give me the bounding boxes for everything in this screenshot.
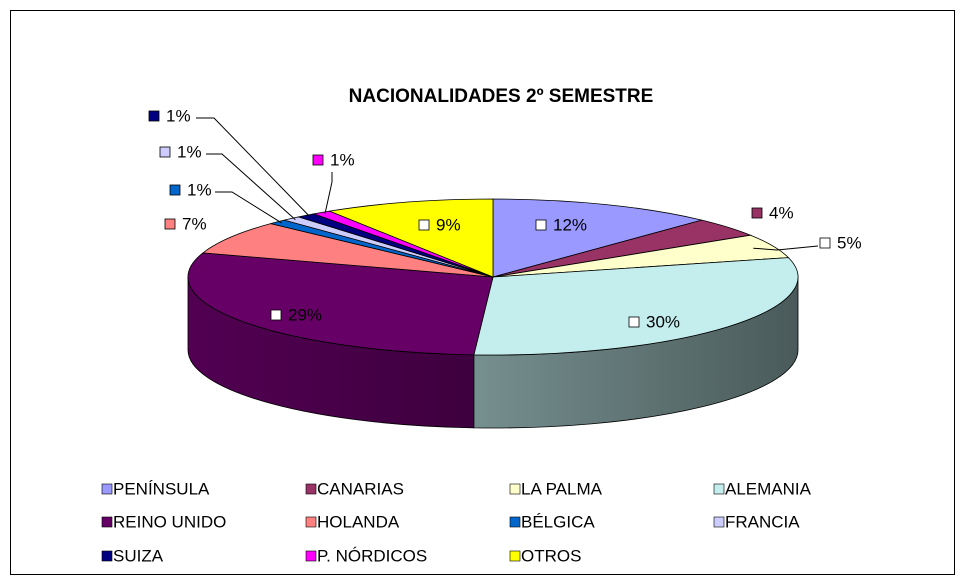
legend-swatch bbox=[509, 516, 521, 528]
legend-label: PENÍNSULA bbox=[113, 479, 210, 498]
legend-swatch bbox=[509, 483, 521, 495]
legend-label: SUIZA bbox=[113, 546, 164, 565]
legend-swatch bbox=[305, 483, 317, 495]
data-label: 1% bbox=[187, 180, 212, 199]
legend-label: OTROS bbox=[521, 546, 581, 565]
legend-label: P. NÓRDICOS bbox=[317, 546, 427, 565]
label-key bbox=[159, 146, 171, 158]
legend-swatch bbox=[305, 516, 317, 528]
label-key bbox=[628, 316, 640, 328]
leader-line bbox=[206, 153, 296, 221]
legend-label: LA PALMA bbox=[521, 479, 603, 498]
legend-swatch bbox=[713, 516, 725, 528]
legend-swatch bbox=[101, 483, 113, 495]
pie-slice bbox=[201, 223, 494, 278]
label-key bbox=[418, 219, 430, 231]
label-key bbox=[270, 309, 282, 321]
label-key bbox=[535, 219, 547, 231]
data-label: 30% bbox=[646, 312, 680, 331]
legend-label: HOLANDA bbox=[317, 512, 400, 531]
leader-line bbox=[324, 172, 333, 214]
chart-title: NACIONALIDADES 2º SEMESTRE bbox=[349, 86, 654, 107]
legend-label: ALEMANIA bbox=[725, 479, 812, 498]
pie-slice bbox=[187, 252, 494, 356]
label-key bbox=[164, 218, 176, 230]
leader-line bbox=[215, 191, 282, 224]
pie-slice bbox=[473, 257, 799, 356]
data-label: 1% bbox=[177, 142, 202, 161]
legend-swatch bbox=[509, 550, 521, 562]
data-label: 7% bbox=[182, 214, 207, 233]
leader-line bbox=[753, 245, 819, 251]
data-label: 5% bbox=[837, 233, 862, 252]
legend-swatch bbox=[101, 550, 113, 562]
legend-label: CANARIAS bbox=[317, 479, 404, 498]
label-key bbox=[312, 154, 324, 166]
label-key bbox=[169, 184, 181, 196]
label-key bbox=[751, 207, 763, 219]
label-key bbox=[148, 110, 160, 122]
legend-swatch bbox=[101, 516, 113, 528]
data-label: 29% bbox=[288, 305, 322, 324]
leader-line bbox=[196, 117, 311, 217]
label-key bbox=[819, 237, 831, 249]
data-label: 12% bbox=[553, 215, 587, 234]
data-label: 9% bbox=[436, 215, 461, 234]
legend-swatch bbox=[713, 483, 725, 495]
pie-slice bbox=[492, 198, 702, 278]
legend-label: BÉLGICA bbox=[521, 512, 595, 531]
legend-swatch bbox=[305, 550, 317, 562]
legend-label: REINO UNIDO bbox=[113, 512, 226, 531]
data-label: 1% bbox=[166, 106, 191, 125]
legend-label: FRANCIA bbox=[725, 512, 800, 531]
pie-slice bbox=[328, 198, 494, 278]
data-label: 1% bbox=[330, 150, 355, 169]
data-label: 4% bbox=[769, 203, 794, 222]
